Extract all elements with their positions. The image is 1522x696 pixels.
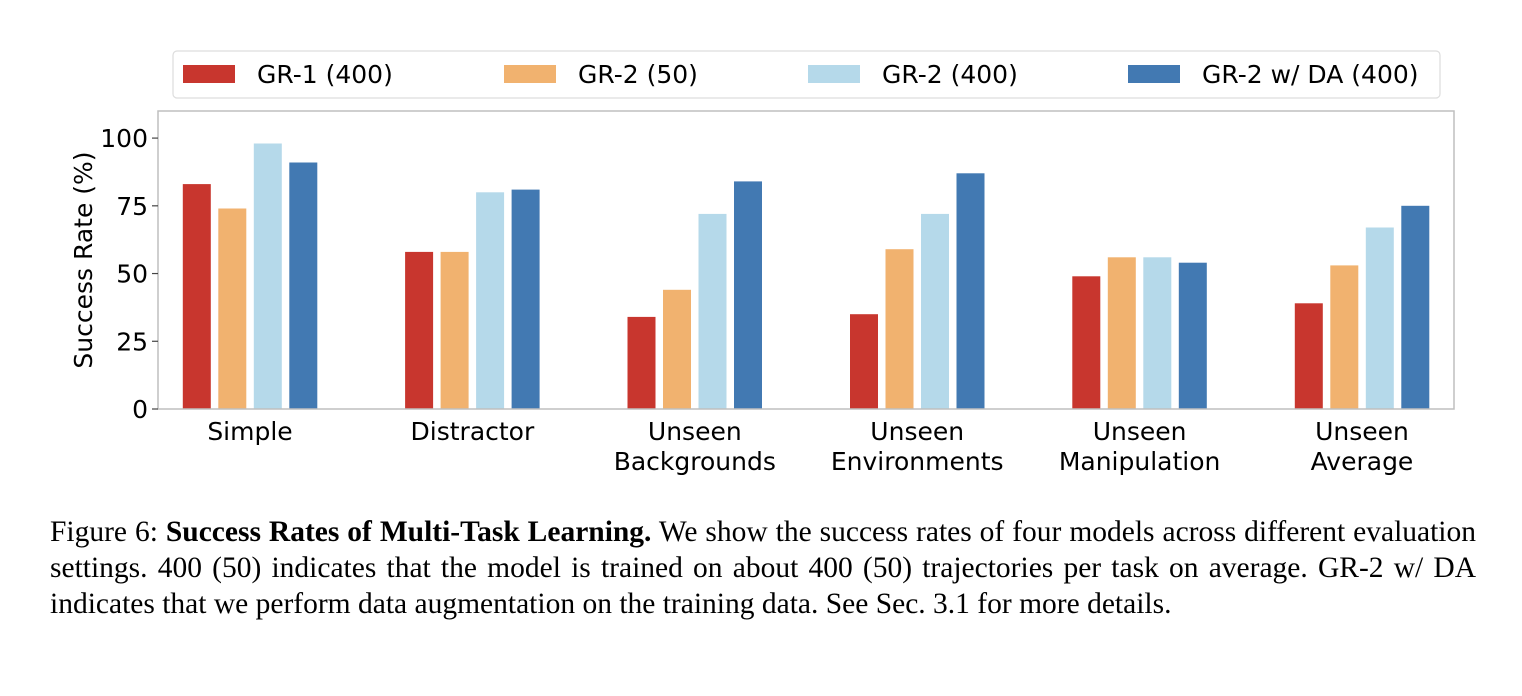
bar [218, 208, 247, 409]
y-tick-label: 100 [100, 124, 148, 153]
bar [1178, 262, 1207, 409]
legend-swatch [504, 65, 556, 83]
y-axis: 0 25 50 75 100 [100, 124, 158, 424]
bar [182, 184, 211, 409]
x-tick-label: Unseen Backgrounds [614, 417, 776, 476]
x-tick-label: Unseen Average [1311, 417, 1414, 476]
bar-chart: GR-1 (400) GR-2 (50) GR-2 (400) GR-2 w/ DA … [69, 50, 1455, 476]
bar [1107, 257, 1136, 409]
bar [405, 251, 434, 409]
legend-swatch [808, 65, 860, 83]
bar [850, 314, 878, 409]
y-tick-label: 50 [116, 260, 148, 289]
bar [1365, 227, 1394, 409]
bar [476, 192, 505, 409]
caption-title: Success Rates of Multi-Task Learning. [165, 516, 652, 548]
plot-frame [157, 110, 1455, 410]
legend-box [172, 50, 1441, 99]
x-tick-label: Distractor [411, 417, 535, 446]
bar [627, 316, 656, 409]
legend-label: GR-1 (400) [257, 60, 393, 89]
y-tick-label: 75 [116, 192, 148, 221]
bar [1294, 303, 1323, 409]
legend-label: GR-2 w/ DA (400) [1202, 60, 1419, 89]
bar [1072, 276, 1101, 409]
plot-area [157, 110, 1455, 410]
bar [956, 173, 985, 409]
legend-label: GR-2 (50) [578, 60, 698, 89]
bar [663, 289, 691, 409]
y-tick-label: 25 [116, 327, 148, 356]
bar [1143, 257, 1172, 409]
legend-swatch [1128, 65, 1180, 83]
bar [698, 213, 727, 409]
caption-body: We show the success rates of four models… [50, 516, 1477, 620]
bar [1330, 265, 1359, 409]
bar [440, 251, 469, 409]
bar [289, 162, 318, 409]
legend-label: GR-2 (400) [882, 60, 1018, 89]
bar [511, 189, 540, 409]
x-tick-label: Unseen Environments [831, 417, 1004, 476]
y-tick-label: 0 [132, 395, 148, 424]
bar [253, 143, 282, 409]
y-axis-label: Success Rate (%) [69, 151, 98, 368]
bar [1401, 205, 1430, 409]
bar [921, 213, 949, 409]
legend: GR-1 (400) GR-2 (50) GR-2 (400) GR-2 w/ DA … [172, 50, 1441, 99]
bar [734, 181, 762, 409]
bar [885, 249, 914, 409]
x-tick-label: Simple [207, 417, 292, 446]
figure-caption: Figure 6: Success Rates of Multi-Task Le… [50, 514, 1476, 622]
legend-swatch [183, 65, 235, 83]
caption-label: Figure 6: [50, 516, 158, 548]
x-tick-label: Unseen Manipulation [1059, 417, 1221, 476]
x-axis: Simple Distractor Unseen Backgrounds Unseen E… [207, 417, 1413, 476]
